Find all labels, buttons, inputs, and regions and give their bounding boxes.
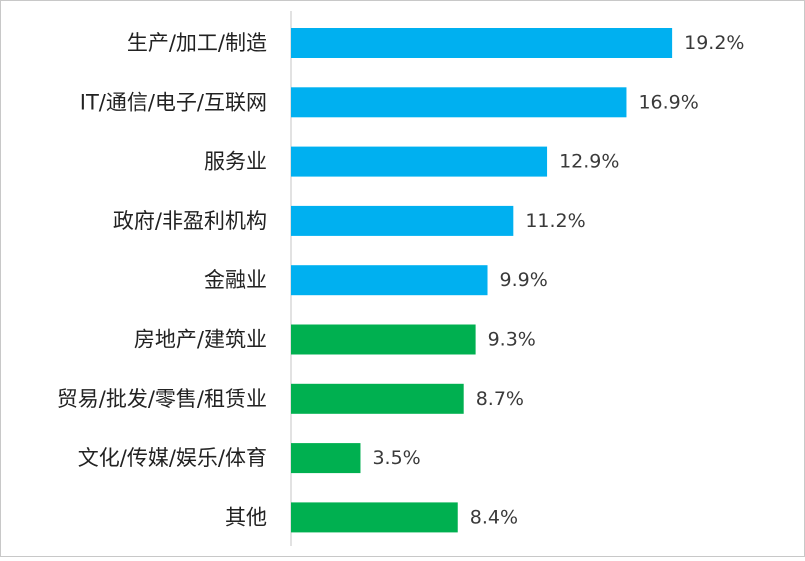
value-label-4: 9.9% [500, 269, 548, 291]
bar-7 [291, 443, 361, 474]
category-label-1: IT/通信/电子/互联网 [80, 90, 267, 114]
category-label-5: 房地产/建筑业 [134, 328, 267, 352]
category-label-6: 贸易/批发/零售/租赁业 [57, 387, 267, 411]
value-label-2: 12.9% [559, 151, 619, 173]
bar-1 [291, 87, 627, 118]
value-label-3: 11.2% [525, 210, 585, 232]
category-label-2: 服务业 [204, 150, 267, 174]
bar-5 [291, 324, 476, 355]
bar-4 [291, 265, 488, 296]
category-label-4: 金融业 [204, 268, 267, 292]
value-label-1: 16.9% [638, 91, 698, 113]
bar-0 [291, 28, 673, 58]
bar-8 [291, 502, 458, 533]
category-label-3: 政府/非盈利机构 [113, 209, 267, 233]
bar-2 [291, 146, 548, 177]
bar-6 [291, 383, 464, 414]
category-label-7: 文化/传媒/娱乐/体育 [78, 446, 267, 470]
value-label-7: 3.5% [372, 447, 420, 469]
value-label-6: 8.7% [476, 388, 524, 410]
bar-3 [291, 205, 514, 236]
value-label-0: 19.2% [684, 32, 744, 54]
value-label-5: 9.3% [488, 329, 536, 351]
category-label-0: 生产/加工/制造 [127, 31, 267, 55]
value-label-8: 8.4% [470, 506, 518, 528]
category-label-8: 其他 [225, 505, 267, 529]
